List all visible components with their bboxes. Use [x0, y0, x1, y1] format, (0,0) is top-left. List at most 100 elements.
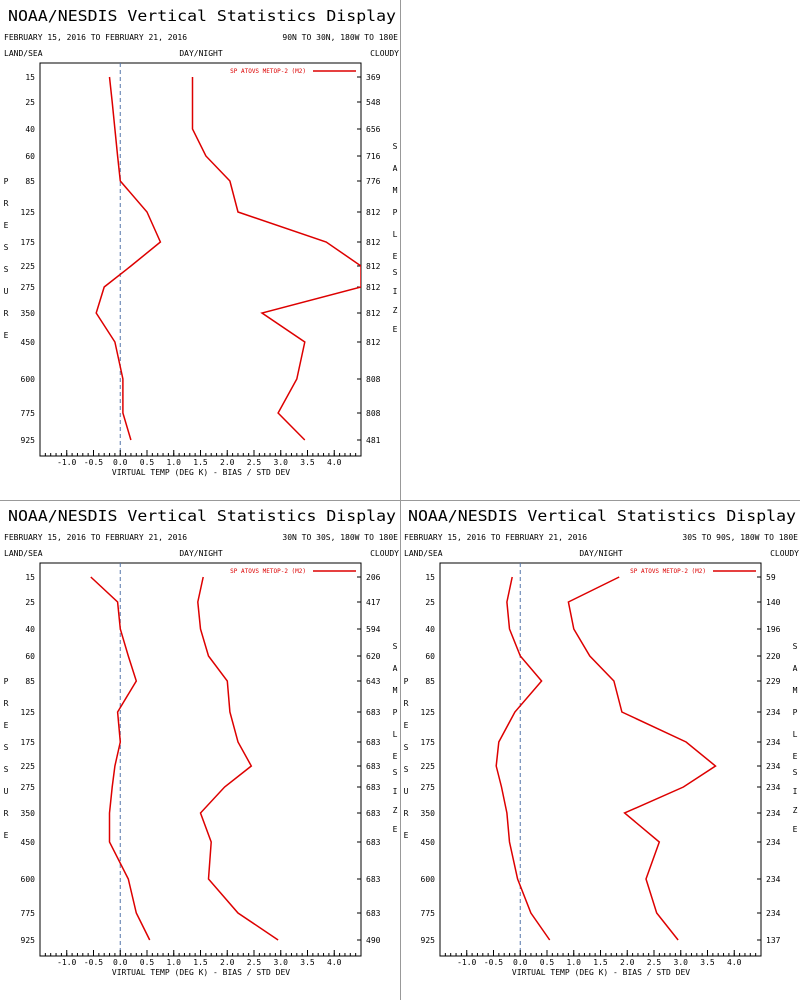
- sample-size-label: 206: [366, 573, 381, 582]
- pressure-level-label: 175: [421, 738, 436, 747]
- pressure-level-label: 40: [25, 625, 35, 634]
- bias-series-line: [95, 76, 162, 441]
- pressure-level-label: 125: [421, 708, 436, 717]
- size-label-letter: E: [393, 825, 398, 834]
- day-night-label: DAY/NIGHT: [179, 549, 223, 558]
- sample-size-label: 808: [366, 375, 381, 384]
- std-dev-series-line: [191, 77, 361, 441]
- x-tick-label: 0.0: [113, 458, 128, 467]
- sample-size-label: 196: [766, 625, 781, 634]
- sample-label-letter: M: [393, 686, 398, 695]
- pressure-level-label: 600: [21, 875, 36, 884]
- sample-size-label: 234: [766, 809, 781, 818]
- sample-label-letter: L: [393, 230, 398, 239]
- pressure-level-label: 25: [425, 598, 435, 607]
- pressure-level-label: 40: [425, 625, 435, 634]
- x-tick-label: 1.5: [193, 958, 208, 967]
- sample-size-label: 812: [366, 338, 381, 347]
- pressure-level-label: 225: [21, 762, 36, 771]
- x-tick-label: 3.0: [674, 958, 689, 967]
- size-label-letter: S: [393, 268, 398, 277]
- pressure-level-label: 85: [425, 677, 435, 686]
- x-tick-label: 2.5: [247, 458, 262, 467]
- y-axis-label-letter: S: [4, 243, 9, 252]
- blank-quadrant: [401, 0, 800, 500]
- pressure-level-label: 60: [25, 652, 35, 661]
- size-label-letter: S: [393, 768, 398, 777]
- sample-size-label: 234: [766, 738, 781, 747]
- sample-label-letter: A: [393, 164, 398, 173]
- sample-label-letter: S: [393, 642, 398, 651]
- pressure-level-label: 275: [21, 283, 36, 292]
- pressure-level-label: 775: [421, 909, 436, 918]
- x-tick-label: -0.5: [84, 458, 103, 467]
- x-tick-label: 0.0: [113, 958, 128, 967]
- sample-size-label: 716: [366, 152, 381, 161]
- y-axis-label-letter: E: [404, 831, 409, 840]
- pressure-level-label: 275: [421, 783, 436, 792]
- x-tick-label: -1.0: [57, 958, 76, 967]
- bias-series-line: [495, 576, 551, 941]
- sample-size-label: 776: [366, 177, 381, 186]
- x-tick-label: -0.5: [84, 958, 103, 967]
- sample-size-label: 234: [766, 875, 781, 884]
- x-tick-label: 4.0: [327, 958, 342, 967]
- x-tick-label: -1.0: [57, 458, 76, 467]
- pressure-level-label: 600: [421, 875, 436, 884]
- land-sea-label: LAND/SEA: [404, 549, 443, 558]
- y-axis-label-letter: R: [4, 199, 9, 208]
- pressure-level-label: 15: [25, 73, 35, 82]
- sample-size-label: 683: [366, 738, 381, 747]
- pressure-level-label: 125: [21, 708, 36, 717]
- size-label-letter: Z: [393, 806, 398, 815]
- x-tick-label: 0.5: [140, 458, 155, 467]
- sample-size-label: 234: [766, 783, 781, 792]
- plot-frame: [439, 562, 762, 957]
- y-axis-label-letter: E: [4, 331, 9, 340]
- sample-size-label: 812: [366, 208, 381, 217]
- legend-label: SP ATOVS METOP-2 (M2): [230, 68, 306, 75]
- sample-size-label: 812: [366, 283, 381, 292]
- sample-size-label: 369: [366, 73, 381, 82]
- sample-label-letter: L: [393, 730, 398, 739]
- x-tick-label: 4.0: [727, 958, 742, 967]
- sample-size-label: 234: [766, 909, 781, 918]
- sample-size-label: 234: [766, 762, 781, 771]
- sample-size-label: 808: [366, 409, 381, 418]
- x-tick-label: -0.5: [484, 958, 503, 967]
- x-tick-label: 2.0: [220, 958, 235, 967]
- sample-size-label: 490: [366, 936, 381, 945]
- sample-size-label: 683: [366, 762, 381, 771]
- pressure-level-label: 350: [21, 309, 36, 318]
- pressure-level-label: 600: [21, 375, 36, 384]
- y-axis-label-letter: R: [404, 809, 409, 818]
- panel-title: NOAA/NESDIS Vertical Statistics Display: [408, 507, 796, 525]
- x-tick-label: 0.0: [513, 958, 528, 967]
- y-axis-label-letter: P: [4, 677, 9, 686]
- pressure-level-label: 775: [21, 909, 36, 918]
- size-label-letter: S: [793, 768, 798, 777]
- sample-size-label: 643: [366, 677, 381, 686]
- panel-title: NOAA/NESDIS Vertical Statistics Display: [8, 7, 396, 25]
- region-label: 90N TO 30N, 180W TO 180E: [282, 33, 398, 42]
- sample-size-label: 812: [366, 262, 381, 271]
- sample-size-label: 234: [766, 838, 781, 847]
- y-axis-label-letter: S: [4, 743, 9, 752]
- pressure-level-label: 15: [425, 573, 435, 582]
- sample-size-label: 594: [366, 625, 381, 634]
- sample-size-label: 683: [366, 909, 381, 918]
- y-axis-label-letter: R: [4, 309, 9, 318]
- y-axis-label-letter: S: [404, 743, 409, 752]
- x-axis-label: VIRTUAL TEMP (DEG K) - BIAS / STD DEV: [112, 968, 290, 977]
- x-tick-label: 3.0: [274, 958, 289, 967]
- day-night-label: DAY/NIGHT: [179, 49, 223, 58]
- x-tick-label: 1.5: [593, 958, 608, 967]
- x-axis-label: VIRTUAL TEMP (DEG K) - BIAS / STD DEV: [112, 468, 290, 477]
- sample-label-letter: E: [393, 752, 398, 761]
- sample-label-letter: A: [393, 664, 398, 673]
- sample-size-label: 812: [366, 309, 381, 318]
- region-label: 30S TO 90S, 180W TO 180E: [682, 533, 798, 542]
- size-label-letter: Z: [793, 806, 798, 815]
- size-label-letter: E: [393, 325, 398, 334]
